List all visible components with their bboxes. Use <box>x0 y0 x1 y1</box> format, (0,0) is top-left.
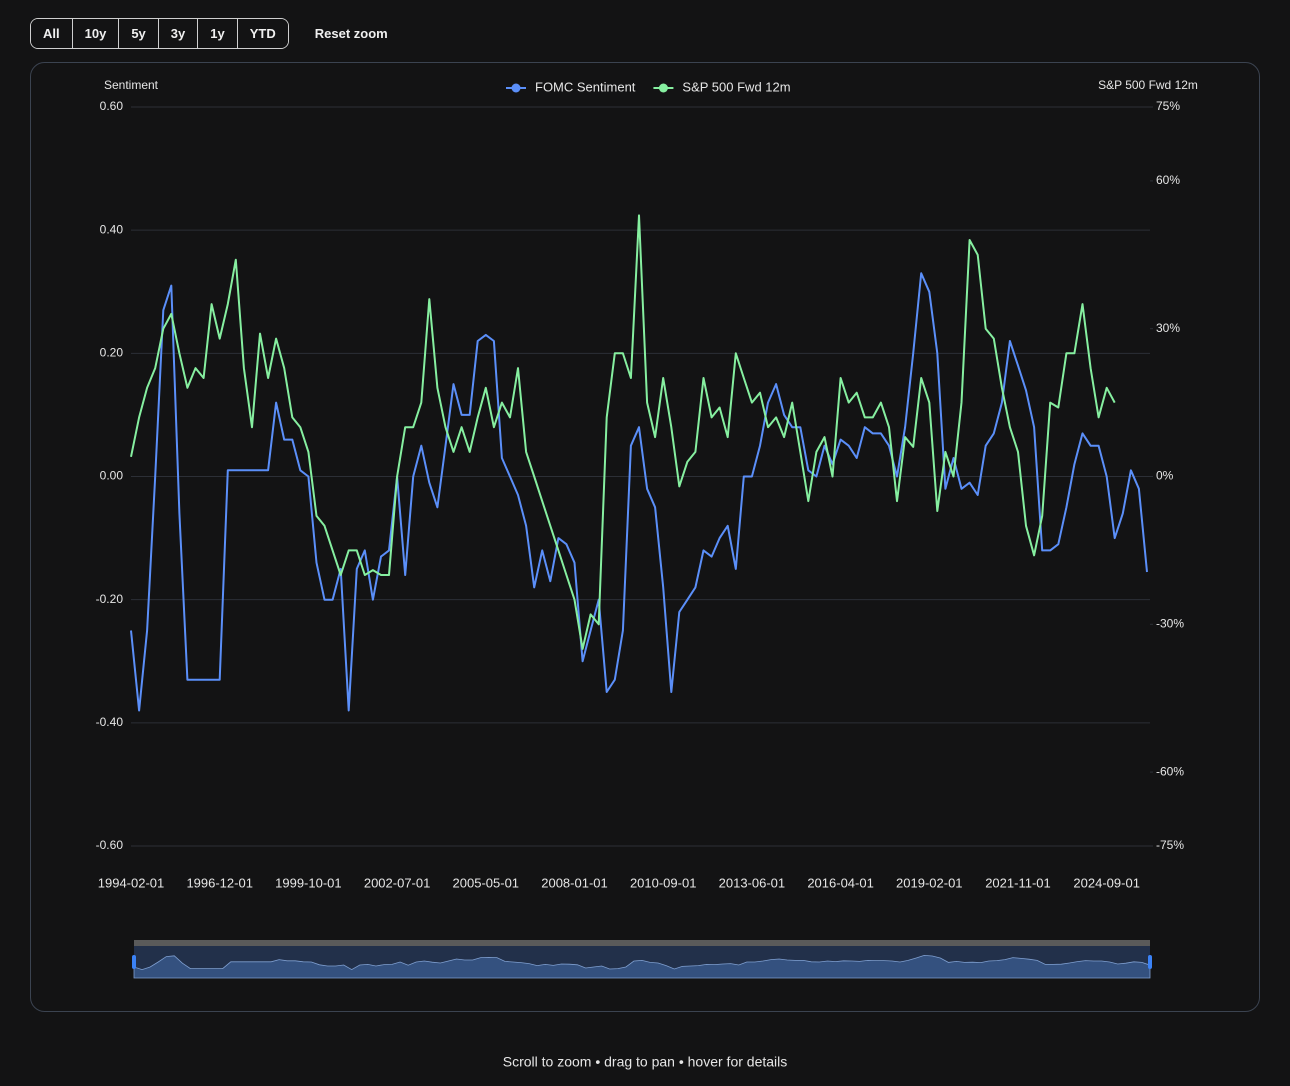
range-button[interactable]: YTD <box>236 19 288 48</box>
y2-axis-title: S&P 500 Fwd 12m <box>1098 78 1198 92</box>
y2-tick-label: 0% <box>1156 469 1174 483</box>
zoom-handle[interactable] <box>132 955 136 969</box>
zoom-preview <box>133 954 1151 979</box>
x-tick-label: 1996-12-01 <box>186 875 253 890</box>
zoom-bar <box>134 940 1150 946</box>
y-tick-label: 0.60 <box>100 99 124 113</box>
legend-label: S&P 500 Fwd 12m <box>682 79 790 94</box>
x-tick-label: 2021-11-01 <box>985 875 1051 890</box>
range-button[interactable]: 5y <box>118 19 158 48</box>
x-tick-label: 2010-09-01 <box>630 875 697 890</box>
range-buttons: All 10y 5y 3y 1y YTD <box>30 18 289 49</box>
y-tick-label: 0.40 <box>100 222 124 236</box>
zoom-handle[interactable] <box>1148 955 1152 969</box>
x-tick-label: 2016-04-01 <box>807 875 874 890</box>
x-tick-label: 2019-02-01 <box>896 875 963 890</box>
x-tick-label: 2013-06-01 <box>719 875 786 890</box>
y2-tick-label: -60% <box>1156 764 1184 778</box>
range-button[interactable]: 10y <box>71 19 119 48</box>
reset-zoom-button[interactable]: Reset zoom <box>309 25 394 42</box>
range-button[interactable]: 1y <box>197 19 237 48</box>
y-tick-label: 0.00 <box>100 469 124 483</box>
y2-tick-label: 75% <box>1156 99 1180 113</box>
legend-swatch <box>511 83 521 93</box>
legend-swatch <box>658 83 668 93</box>
legend-label: FOMC Sentiment <box>535 79 636 94</box>
y2-tick-label: -30% <box>1156 616 1184 630</box>
series-line <box>130 214 1116 650</box>
toolbar: All 10y 5y 3y 1y YTD Reset zoom <box>30 18 394 49</box>
y-tick-label: -0.20 <box>96 592 124 606</box>
y2-tick-label: 30% <box>1156 321 1180 335</box>
series-line <box>130 272 1148 712</box>
x-tick-label: 2002-07-01 <box>364 875 431 890</box>
y-tick-label: -0.60 <box>96 838 124 852</box>
range-button[interactable]: All <box>31 19 72 48</box>
x-tick-label: 2008-01-01 <box>541 875 608 890</box>
range-button[interactable]: 3y <box>157 19 198 48</box>
y2-tick-label: -75% <box>1156 838 1184 852</box>
x-tick-label: 2005-05-01 <box>453 875 520 890</box>
y-tick-label: -0.40 <box>96 715 124 729</box>
x-tick-label: 1999-10-01 <box>275 875 342 890</box>
y-tick-label: 0.20 <box>100 346 124 360</box>
y-axis-title: Sentiment <box>104 78 159 92</box>
x-tick-label: 2024-09-01 <box>1073 875 1140 890</box>
y2-tick-label: 60% <box>1156 173 1180 187</box>
footer-hint: Scroll to zoom • drag to pan • hover for… <box>503 1054 788 1070</box>
chart-panel <box>30 62 1260 1012</box>
x-tick-label: 1994-02-01 <box>98 875 165 890</box>
